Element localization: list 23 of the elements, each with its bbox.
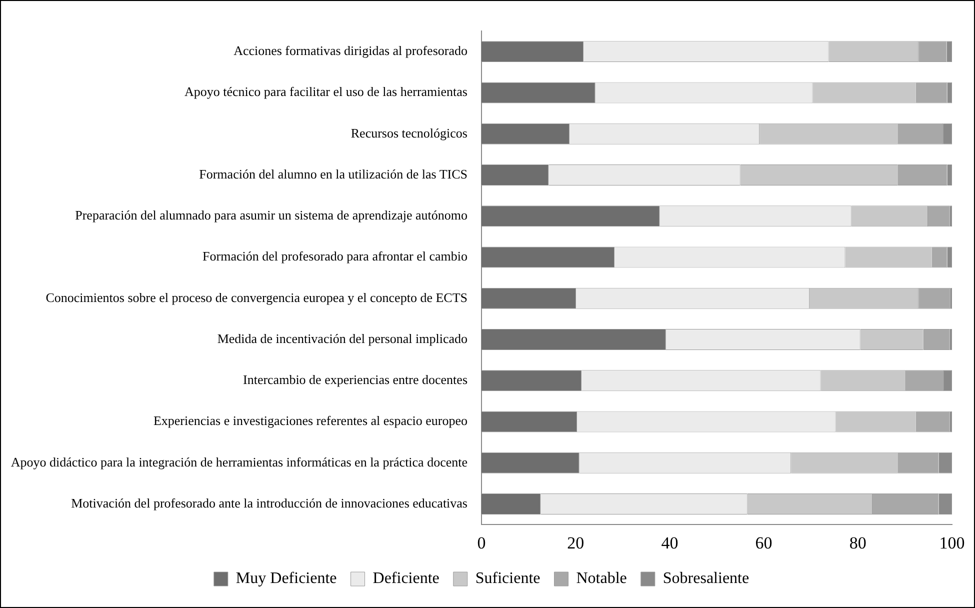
x-tick-label: 40	[661, 533, 678, 552]
y-tick-label: Preparación del alumnado para asumir un sistema de aprendizaje autónomo	[75, 208, 468, 223]
legend-label: Notable	[576, 570, 627, 588]
x-tick-label: 60	[755, 533, 772, 552]
y-tick-label: Experiencias e investigaciones referentes al espacio europeo	[153, 413, 468, 428]
y-tick-label: Acciones formativas dirigidas al profesorado	[234, 42, 468, 58]
y-tick-label: Medida de incentivación del personal implicado	[217, 330, 468, 346]
y-tick-label: Motivación del profesorado ante la introducción de innovaciones educativas	[71, 495, 468, 510]
y-tick-label: Apoyo didáctico para la integración de herramientas informáticas en la práctica docente	[10, 454, 468, 470]
legend-label: Suficiente	[475, 570, 540, 588]
legend-label: Sobresaliente	[662, 570, 750, 588]
y-tick-label: Apoyo técnico para facilitar el uso de las herramientas	[184, 84, 468, 100]
y-tick-label: Intercambio de experiencias entre docentes	[243, 372, 468, 388]
y-tick-label: Formación del alumno en la utilización de las TICS	[199, 166, 468, 182]
y-tick-label: Conocimientos sobre el proceso de convergencia europea y el concepto de ECTS	[46, 290, 468, 305]
x-tick-label: 80	[849, 533, 866, 552]
x-tick-label: 0	[477, 533, 486, 552]
legend-label: Muy Deficiente	[236, 570, 337, 588]
x-tick-label: 100	[939, 533, 965, 552]
legend-label: Deficiente	[372, 570, 440, 588]
y-tick-label: Recursos tecnológicos	[350, 125, 468, 140]
y-tick-label: Formación del profesorado para afrontar el cambio	[202, 248, 468, 264]
x-tick-label: 20	[567, 533, 584, 552]
